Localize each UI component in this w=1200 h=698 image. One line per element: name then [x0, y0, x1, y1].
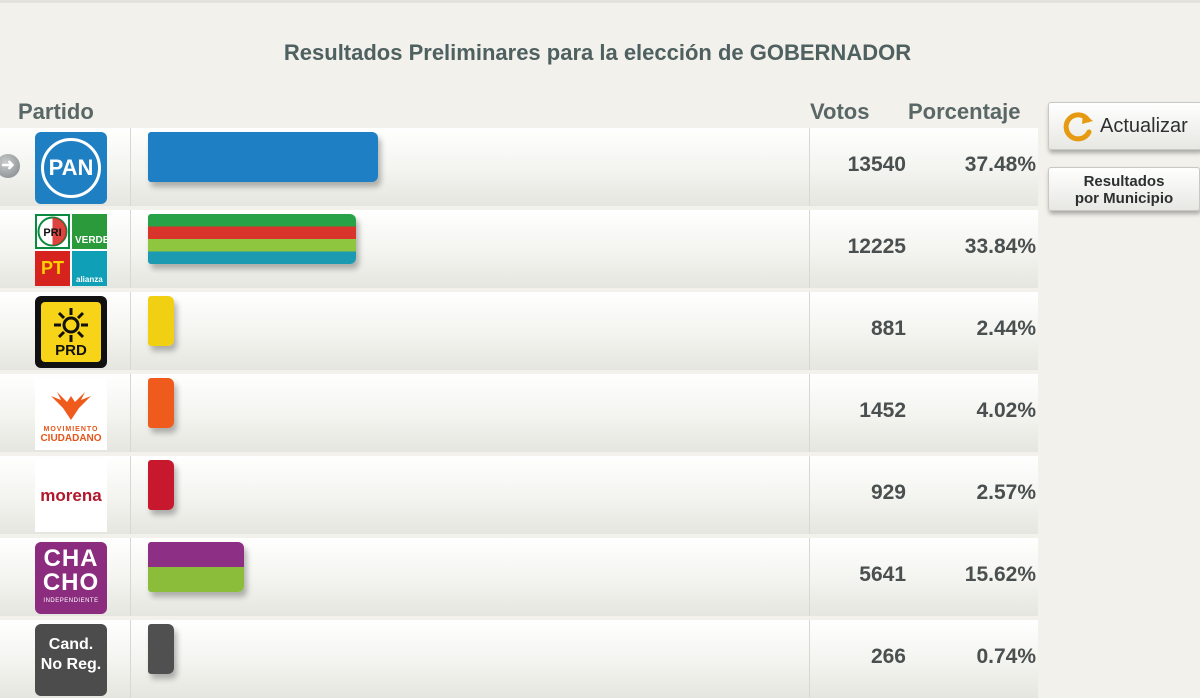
prd-logo-text: PRD: [55, 342, 87, 359]
bar-pan: [148, 132, 378, 182]
votes-no-registrado: 266: [870, 645, 906, 668]
bar-coalition: [148, 214, 356, 264]
result-row-morena: morena 929 2.57%: [0, 456, 1038, 534]
result-row-mc: MOVIMIENTO CIUDADANO 1452 4.02%: [0, 374, 1038, 452]
morena-logo: morena: [35, 460, 107, 532]
bar-prd: [148, 296, 174, 346]
verde-logo-text: VERDE: [75, 235, 107, 246]
column-divider: [809, 538, 810, 616]
eagle-icon: [51, 392, 91, 420]
percent-no-registrado: 0.74%: [976, 645, 1036, 668]
votes-mc: 1452: [859, 399, 906, 422]
refresh-icon: [1063, 112, 1093, 142]
column-divider: [130, 210, 131, 288]
chacho-logo: CHA CHO INDEPENDIENTE: [35, 542, 107, 614]
page-title: Resultados Preliminares para la elección…: [283, 40, 912, 65]
column-divider: [809, 292, 810, 370]
pri-logo-text: PRI: [43, 227, 61, 239]
result-row-chacho: CHA CHO INDEPENDIENTE 5641 15.62%: [0, 538, 1038, 616]
resultados-por-municipio-button[interactable]: Resultados por Municipio: [1048, 167, 1200, 211]
votes-chacho: 5641: [859, 563, 906, 586]
pri-emblem-icon: PRI: [37, 216, 68, 247]
result-row-pan: ➜ PAN 13540 37.48%: [0, 128, 1038, 206]
pri-logo: PRI: [35, 214, 70, 249]
chacho-logo-line1: CHA: [43, 545, 99, 572]
result-row-no-registrado: Cand. No Reg. 266 0.74%: [0, 620, 1038, 698]
actualizar-button[interactable]: Actualizar: [1048, 102, 1200, 150]
column-divider: [809, 128, 810, 206]
votes-pan: 13540: [847, 153, 906, 176]
votes-morena: 929: [870, 481, 906, 504]
column-divider: [130, 374, 131, 452]
column-divider: [809, 620, 810, 698]
bar-no-registrado: [148, 624, 174, 674]
bar-mc: [148, 378, 174, 428]
votes-prd: 881: [870, 317, 906, 340]
municipio-label-line2: por Municipio: [1074, 190, 1174, 207]
nueva-alianza-logo: alianza: [72, 251, 107, 286]
coalition-logo: PRI VERDE PT alianza: [35, 214, 107, 286]
column-divider: [130, 538, 131, 616]
top-divider: [0, 0, 1200, 3]
movimiento-ciudadano-logo: MOVIMIENTO CIUDADANO: [35, 378, 107, 450]
prd-logo: PRD: [35, 296, 107, 368]
candidato-no-registrado-logo: Cand. No Reg.: [35, 624, 107, 696]
cand-logo-line1: Cand.: [48, 636, 94, 653]
column-divider: [130, 456, 131, 534]
pan-logo-text: PAN: [41, 138, 101, 198]
mc-logo-big: CIUDADANO: [40, 433, 102, 444]
cand-logo-line2: No Reg.: [40, 656, 102, 673]
percent-mc: 4.02%: [976, 399, 1036, 422]
header-votos: Votos: [810, 99, 870, 124]
chacho-logo-line2: CHO: [42, 569, 100, 596]
votes-coalition: 12225: [847, 235, 906, 258]
percent-prd: 2.44%: [976, 317, 1036, 340]
selected-arrow-icon[interactable]: ➜: [0, 154, 20, 178]
pan-logo: PAN: [35, 132, 107, 204]
bar-morena: [148, 460, 174, 510]
column-divider: [809, 456, 810, 534]
mc-logo-small: MOVIMIENTO: [43, 426, 99, 433]
column-divider: [809, 374, 810, 452]
chacho-logo-line3: INDEPENDIENTE: [43, 598, 99, 604]
column-divider: [130, 620, 131, 698]
column-divider: [130, 128, 131, 206]
percent-pan: 37.48%: [964, 153, 1036, 176]
result-row-prd: PRD 881 2.44%: [0, 292, 1038, 370]
column-divider: [130, 292, 131, 370]
pt-logo: PT: [35, 251, 70, 286]
bar-chacho: [148, 542, 244, 592]
verde-logo: VERDE: [72, 214, 107, 249]
municipio-label-line1: Resultados: [1083, 173, 1165, 190]
percent-morena: 2.57%: [976, 481, 1036, 504]
header-partido: Partido: [18, 99, 94, 124]
na-logo-text: alianza: [76, 275, 103, 284]
sun-icon: [54, 308, 88, 342]
result-row-coalition: PRI VERDE PT alianza 12225 33.84%: [0, 210, 1038, 288]
percent-chacho: 15.62%: [964, 563, 1036, 586]
header-porcentaje: Porcentaje: [908, 99, 1021, 124]
percent-coalition: 33.84%: [964, 235, 1036, 258]
actualizar-label: Actualizar: [1100, 115, 1188, 137]
column-divider: [809, 210, 810, 288]
